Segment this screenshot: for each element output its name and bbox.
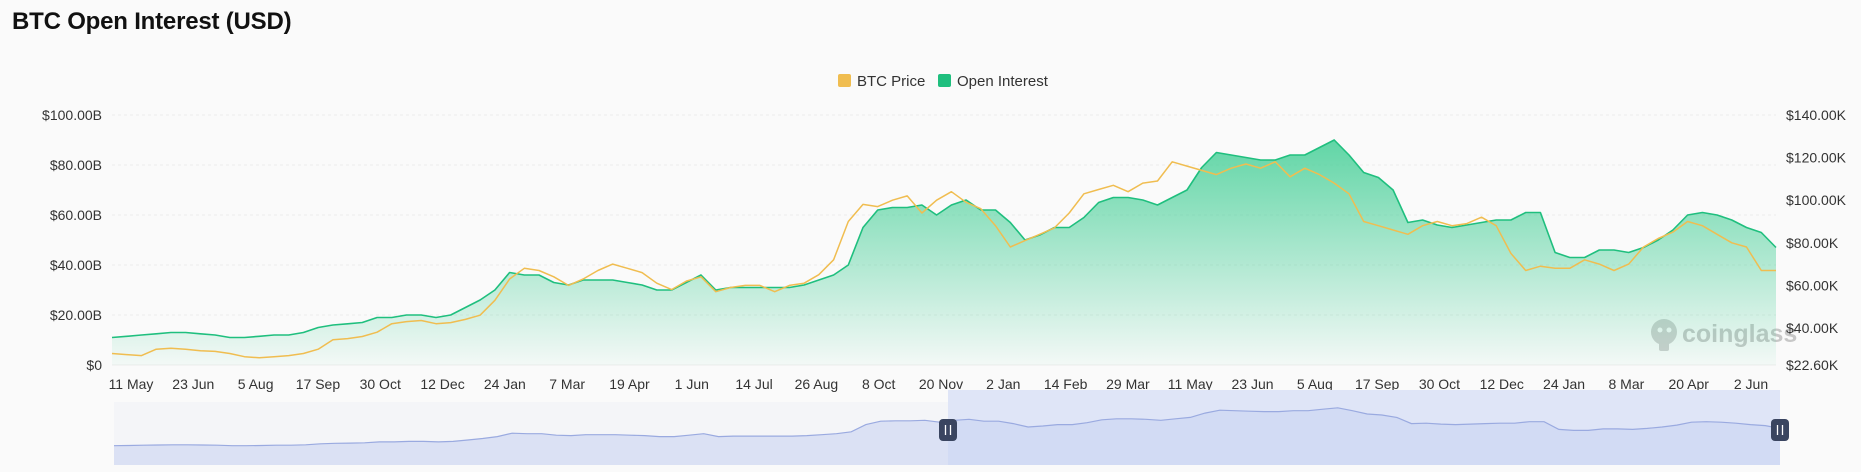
y-left-tick-label: $40.00B [50,257,102,273]
x-tick-label: 8 Oct [862,376,896,392]
legend-item-btc-price[interactable]: BTC Price [838,73,925,90]
x-tick-label: 2 Jan [986,376,1020,392]
x-tick-label: 19 Apr [609,376,650,392]
legend-item-open-interest[interactable]: Open Interest [938,73,1049,90]
handle-grip[interactable] [939,419,957,441]
y-left-tick-label: $80.00B [50,157,102,173]
x-tick-label: 14 Jul [735,376,772,392]
x-tick-label: 8 Mar [1608,376,1644,392]
x-tick-label: 20 Nov [919,376,963,392]
legend-label: Open Interest [957,73,1049,90]
x-tick-label: 11 May [1168,376,1213,392]
x-tick-label: 24 Jan [1543,376,1585,392]
x-tick-label: 14 Feb [1044,376,1088,392]
y-right-tick-label: $140.00K [1786,107,1847,123]
x-tick-label: 12 Dec [420,376,464,392]
open-interest-area [112,140,1776,365]
y-left-tick-label: $100.00B [42,107,102,123]
axes: $0 $20.00B $40.00B $60.00B $80.00B $100.00B $2… [42,107,1847,392]
x-tick-label: 26 Aug [795,376,839,392]
legend[interactable]: BTC Price Open Interest [838,73,1049,90]
y-right-tick-label: $60.00K [1786,277,1839,293]
y-right-tick-label: $22.60K [1786,357,1839,373]
y-left-tick-label: $60.00B [50,207,102,223]
x-tick-label: 12 Dec [1480,376,1524,392]
x-tick-label: 23 Jun [172,376,214,392]
brush-handle-right[interactable] [1771,419,1789,441]
x-tick-label: 1 Jun [675,376,709,392]
x-tick-label: 5 Aug [238,376,274,392]
handle-grip[interactable] [1771,419,1789,441]
x-tick-label: 23 Jun [1232,376,1274,392]
btc-price-line [111,161,1776,359]
x-tick-label: 5 Aug [1297,376,1333,392]
x-tick-label: 20 Apr [1668,376,1709,392]
legend-swatch [838,74,851,87]
y-left-tick-label: $0 [86,357,102,373]
x-tick-label: 17 Sep [1355,376,1400,392]
chart-title: BTC Open Interest (USD) [12,8,292,35]
y-left-tick-label: $20.00B [50,307,102,323]
y-right-tick-label: $100.00K [1786,192,1847,208]
legend-swatch [938,74,951,87]
x-tick-label: 2 Jun [1734,376,1768,392]
y-right-tick-label: $80.00K [1786,235,1839,251]
y-right-tick-label: $40.00K [1786,320,1839,336]
x-tick-label: 11 May [109,376,154,392]
y-right-tick-label: $120.00K [1786,150,1847,166]
brush-handle-left[interactable] [939,419,957,441]
x-tick-label: 7 Mar [549,376,585,392]
series-layer [111,139,1777,365]
range-brush[interactable] [113,390,1789,465]
x-tick-label: 30 Oct [1419,376,1460,392]
x-tick-label: 30 Oct [360,376,401,392]
legend-label: BTC Price [857,73,925,90]
open-interest-line [111,139,1777,339]
x-tick-label: 29 Mar [1106,376,1150,392]
x-tick-label: 24 Jan [484,376,526,392]
x-tick-label: 17 Sep [296,376,341,392]
